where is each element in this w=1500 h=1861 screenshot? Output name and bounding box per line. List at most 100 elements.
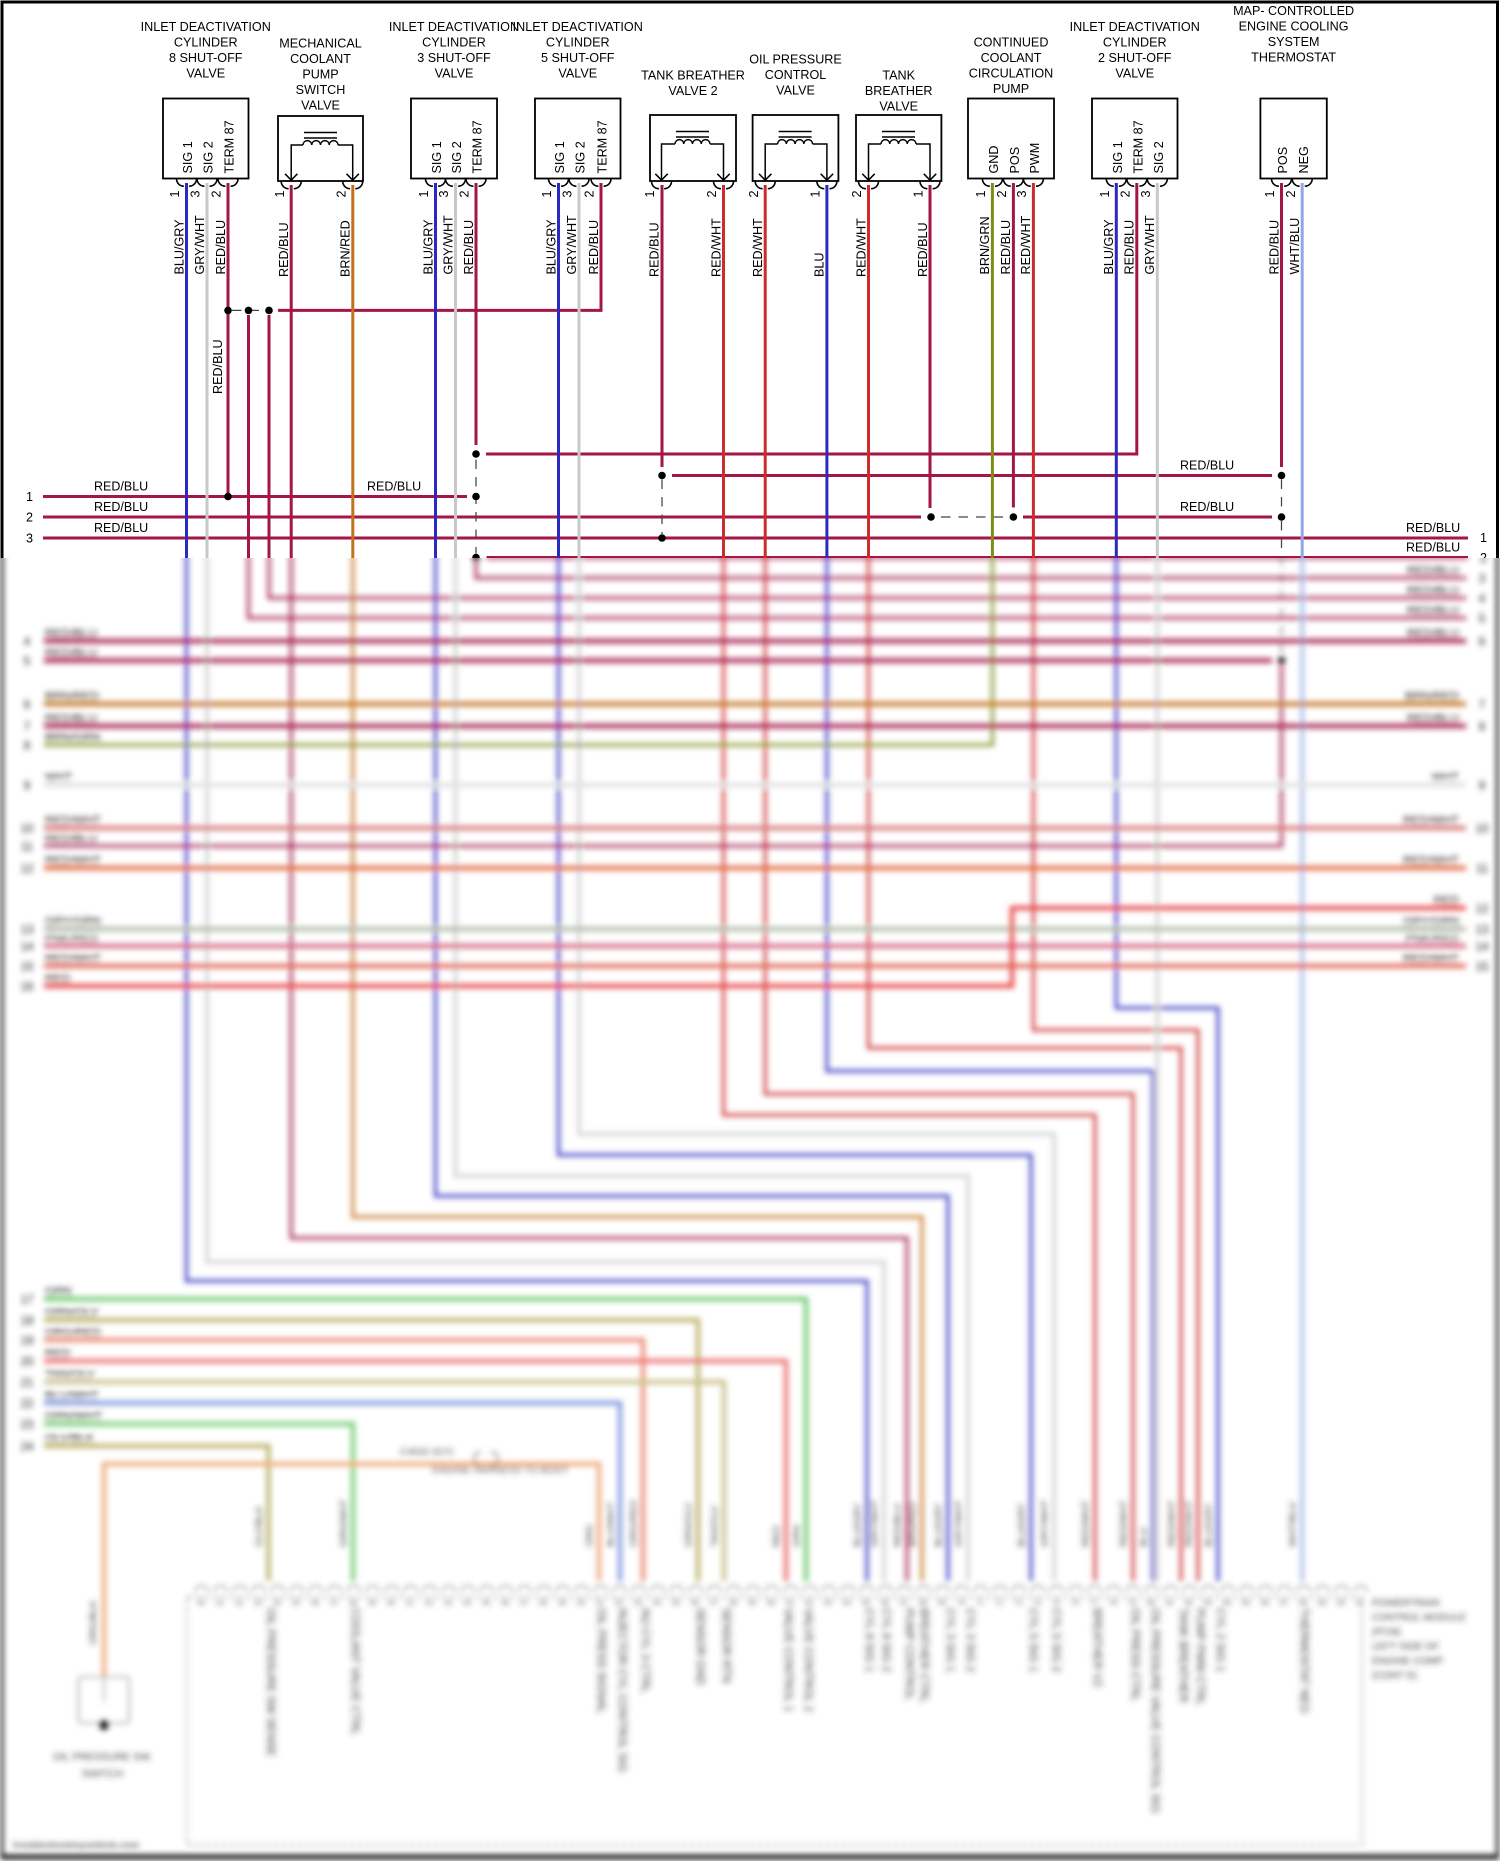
svg-text:PWM: PWM (1028, 143, 1042, 174)
svg-text:SIG 1: SIG 1 (430, 141, 444, 173)
svg-text:VALVE: VALVE (558, 67, 597, 81)
svg-text:SIG 2: SIG 2 (1152, 141, 1166, 173)
svg-text:CYLINDER: CYLINDER (422, 36, 486, 50)
svg-text:POS: POS (1008, 147, 1022, 174)
svg-text:5 SHUT-OFF: 5 SHUT-OFF (541, 51, 615, 65)
svg-text:RED/BLU: RED/BLU (1180, 500, 1234, 514)
svg-text:GRY/WHT: GRY/WHT (565, 215, 579, 275)
svg-text:RED/BLU: RED/BLU (94, 480, 148, 494)
svg-text:RED/BLU: RED/BLU (587, 220, 601, 275)
svg-text:SIG 2: SIG 2 (450, 141, 464, 173)
svg-text:1: 1 (1098, 190, 1112, 197)
svg-text:3: 3 (1139, 190, 1153, 197)
svg-text:BRN/GRN: BRN/GRN (978, 216, 992, 274)
svg-text:2: 2 (583, 190, 597, 197)
svg-text:SIG 1: SIG 1 (553, 141, 567, 173)
svg-text:TANK: TANK (882, 69, 915, 83)
svg-text:RED/WHT: RED/WHT (854, 218, 868, 277)
svg-text:BLU: BLU (813, 253, 827, 278)
svg-text:RED/WHT: RED/WHT (1019, 215, 1033, 274)
svg-text:RED/BLU: RED/BLU (462, 220, 476, 275)
svg-text:RED/BLU: RED/BLU (367, 480, 421, 494)
svg-text:2: 2 (26, 511, 33, 525)
svg-text:TERM 87: TERM 87 (596, 120, 610, 173)
svg-text:2: 2 (334, 190, 348, 197)
svg-text:3 SHUT-OFF: 3 SHUT-OFF (417, 51, 491, 65)
svg-text:TERM 87: TERM 87 (1131, 120, 1145, 173)
svg-text:RED/BLU: RED/BLU (999, 220, 1013, 275)
svg-text:GRY/WHT: GRY/WHT (193, 215, 207, 275)
svg-text:GND: GND (987, 146, 1001, 174)
svg-text:PUMP: PUMP (302, 68, 338, 82)
svg-text:VALVE: VALVE (879, 100, 918, 114)
svg-text:MECHANICAL: MECHANICAL (279, 37, 362, 51)
svg-text:COOLANT: COOLANT (981, 51, 1042, 65)
svg-text:BLU/GRY: BLU/GRY (421, 219, 435, 275)
svg-text:RED/WHT: RED/WHT (709, 218, 723, 277)
svg-text:GRY/WHT: GRY/WHT (1143, 215, 1157, 275)
svg-text:1: 1 (417, 190, 431, 197)
svg-text:MAP- CONTROLLED: MAP- CONTROLLED (1233, 4, 1354, 18)
svg-text:SIG 1: SIG 1 (181, 141, 195, 173)
svg-text:PUMP: PUMP (993, 82, 1029, 96)
svg-text:SIG 2: SIG 2 (202, 141, 216, 173)
svg-text:CIRCULATION: CIRCULATION (969, 67, 1053, 81)
svg-text:RED/WHT: RED/WHT (751, 218, 765, 277)
svg-text:1: 1 (168, 190, 182, 197)
svg-text:VALVE: VALVE (435, 67, 474, 81)
svg-text:3: 3 (189, 190, 203, 197)
svg-text:CYLINDER: CYLINDER (546, 36, 610, 50)
svg-text:INLET DEACTIVATION: INLET DEACTIVATION (1070, 20, 1200, 34)
svg-text:INLET DEACTIVATION: INLET DEACTIVATION (141, 20, 271, 34)
svg-text:1: 1 (974, 190, 988, 197)
svg-text:1: 1 (540, 190, 554, 197)
svg-text:1: 1 (1263, 190, 1277, 197)
svg-text:8 SHUT-OFF: 8 SHUT-OFF (169, 51, 243, 65)
svg-text:VALVE: VALVE (186, 67, 225, 81)
svg-text:RED/BLU: RED/BLU (94, 500, 148, 514)
svg-text:BLU/GRY: BLU/GRY (1102, 219, 1116, 275)
svg-text:2: 2 (1284, 190, 1298, 197)
svg-text:BLU/GRY: BLU/GRY (172, 219, 186, 275)
svg-text:INLET DEACTIVATION: INLET DEACTIVATION (513, 20, 643, 34)
svg-text:CONTINUED: CONTINUED (974, 36, 1049, 50)
svg-text:TERM 87: TERM 87 (471, 120, 485, 173)
svg-text:BLU/GRY: BLU/GRY (544, 219, 558, 275)
svg-text:1: 1 (912, 190, 926, 197)
svg-text:RED/BLU: RED/BLU (1406, 521, 1460, 535)
svg-text:VALVE: VALVE (776, 84, 815, 98)
svg-text:RED/BLU: RED/BLU (94, 521, 148, 535)
svg-text:2: 2 (747, 190, 761, 197)
svg-text:CYLINDER: CYLINDER (1103, 36, 1167, 50)
svg-text:NEG: NEG (1297, 146, 1311, 173)
svg-text:RED/BLU: RED/BLU (1267, 220, 1281, 275)
svg-text:RED/BLU: RED/BLU (214, 220, 228, 275)
svg-text:3: 3 (1015, 190, 1029, 197)
svg-text:1: 1 (273, 190, 287, 197)
svg-text:ENGINE COOLING: ENGINE COOLING (1239, 20, 1349, 34)
svg-text:3: 3 (437, 190, 451, 197)
svg-text:RED/BLU: RED/BLU (916, 222, 930, 277)
svg-text:VALVE: VALVE (1115, 67, 1154, 81)
svg-text:COOLANT: COOLANT (290, 52, 351, 66)
svg-text:RED/BLU: RED/BLU (277, 222, 291, 277)
svg-text:1: 1 (643, 190, 657, 197)
svg-text:SIG 1: SIG 1 (1111, 141, 1125, 173)
svg-text:VALVE 2: VALVE 2 (668, 84, 717, 98)
svg-text:2: 2 (995, 190, 1009, 197)
svg-text:THERMOSTAT: THERMOSTAT (1251, 51, 1336, 65)
svg-text:2: 2 (1119, 190, 1133, 197)
svg-text:1: 1 (809, 190, 823, 197)
svg-text:2: 2 (210, 190, 224, 197)
svg-text:GRY/WHT: GRY/WHT (441, 215, 455, 275)
svg-text:BRN/RED: BRN/RED (339, 220, 353, 277)
svg-text:SIG 2: SIG 2 (574, 141, 588, 173)
svg-text:1: 1 (1480, 531, 1487, 545)
svg-text:SWITCH: SWITCH (296, 83, 346, 97)
svg-text:VALVE: VALVE (301, 99, 340, 113)
svg-text:CONTROL: CONTROL (765, 68, 827, 82)
svg-text:2: 2 (850, 190, 864, 197)
svg-text:RED/BLU: RED/BLU (1406, 541, 1460, 555)
svg-text:BREATHER: BREATHER (865, 84, 933, 98)
svg-text:SYSTEM: SYSTEM (1268, 35, 1320, 49)
